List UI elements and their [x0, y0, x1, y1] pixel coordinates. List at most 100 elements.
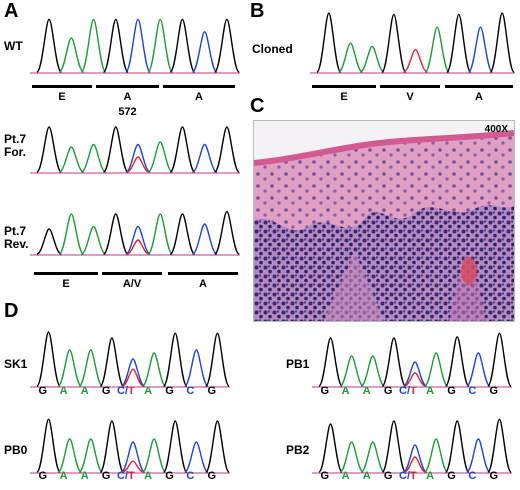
trace-peak-G [99, 337, 125, 387]
trace-peak-T-minor [404, 372, 426, 387]
base-call: A [426, 470, 435, 482]
pb2-label: PB2 [286, 443, 310, 457]
base-call: A [426, 385, 435, 397]
base-call-part: C/ [117, 470, 128, 482]
trace-peak-C [121, 358, 145, 387]
trace-peak-G [318, 337, 343, 387]
codon-label-a-bottom-1: E [62, 278, 70, 290]
trace-peak-T-minor [122, 368, 144, 387]
trace-peak-G [213, 126, 240, 173]
trace-peak-T-minor [126, 239, 150, 255]
codon-bar-b-1 [312, 85, 376, 88]
codon-bar-b-3 [445, 85, 513, 88]
panel-label-a: A [4, 0, 19, 22]
trace-peak-G [444, 420, 470, 473]
pt7-rev-label-1: Pt.7 [4, 224, 27, 238]
trace-peak-C [184, 349, 209, 387]
trace-peak-A [424, 26, 450, 73]
trace-peak-T [403, 48, 428, 73]
base-call-part: C/ [399, 470, 410, 482]
trace-peak-G [36, 18, 63, 73]
trace-peak-G [318, 423, 343, 473]
trace-peak-G [99, 420, 125, 473]
trace-peak-A [58, 213, 85, 255]
pt7-for-label-2: For. [4, 145, 27, 159]
trace-peak-A [339, 355, 364, 387]
codon-bar-a-bottom-2 [102, 272, 162, 275]
trace-peak-G [205, 420, 230, 473]
trace-peak-A [80, 18, 107, 73]
base-call: G [447, 385, 456, 397]
base-call: G [207, 385, 216, 397]
base-call-part: C/ [399, 385, 410, 397]
panel-label-d: D [4, 300, 19, 322]
trace-peak-G [36, 126, 63, 173]
trace-peak-C [125, 18, 151, 73]
trace-peak-A [57, 349, 82, 387]
base-call: G [38, 470, 48, 482]
base-call: A [80, 470, 89, 482]
trace-peak-T-minor [404, 456, 426, 473]
trace-peak-G [381, 337, 407, 387]
codon-label-a-bottom-3: A [199, 278, 207, 290]
base-call: G [489, 385, 498, 397]
base-call: A [80, 385, 89, 397]
codon-bar-a-top-1 [32, 85, 92, 88]
base-call: C/T [399, 470, 417, 482]
trace-peak-G [169, 18, 196, 73]
base-call: G [165, 470, 174, 482]
chromatogram-pb0 [30, 418, 230, 474]
trace-peak-G [102, 126, 129, 173]
trace-peak-A [338, 42, 363, 73]
trace-peak-C [125, 225, 151, 255]
position-label-572: 572 [118, 106, 137, 118]
base-call: G [447, 470, 456, 482]
base-call: A [341, 385, 350, 397]
base-call: C/T [399, 385, 417, 397]
trace-peak-A [359, 45, 385, 73]
chromatogram-sk1 [30, 331, 230, 388]
base-call: A [59, 470, 68, 482]
base-call-part: T [410, 470, 417, 482]
base-call: A [362, 470, 371, 482]
trace-peak-A [78, 438, 104, 473]
base-call: G [320, 385, 330, 397]
pb1-label: PB1 [286, 357, 310, 371]
trace-peak-A [147, 141, 173, 173]
trace-peak-A [80, 143, 107, 173]
trace-peak-G [381, 13, 407, 73]
panel-label-c: C [250, 95, 265, 117]
trace-peak-G [446, 13, 472, 73]
codon-label-a-top-1: E [58, 91, 66, 103]
trace-peak-C [192, 223, 218, 255]
codon-label-a-top-3: A [195, 91, 203, 103]
base-call: G [207, 470, 216, 482]
base-call: A [144, 470, 153, 482]
base-call-part: T [128, 385, 135, 397]
trace-peak-A [360, 441, 385, 473]
base-call: A [59, 385, 68, 397]
trace-peak-G [316, 12, 342, 73]
base-call: C [468, 470, 477, 482]
trace-peak-C [184, 441, 209, 473]
magnification-label: 400X [484, 124, 508, 135]
codon-bar-a-top-3 [163, 85, 235, 88]
trace-peak-C [403, 444, 427, 473]
trace-peak-T-minor [126, 156, 150, 173]
panel-label-b: B [250, 0, 265, 22]
trace-peak-G [36, 418, 61, 473]
trace-peak-A [58, 146, 84, 173]
base-call: G [320, 470, 330, 482]
trace-peak-A [58, 37, 84, 73]
base-call: C [186, 470, 195, 482]
trace-peak-C [121, 441, 145, 473]
trace-peak-A [78, 349, 104, 387]
trace-peak-G [487, 418, 512, 473]
trace-peak-G [169, 126, 196, 173]
base-call: G [383, 470, 393, 482]
codon-bar-a-bottom-3 [168, 272, 238, 275]
base-call: C [468, 385, 477, 397]
trace-peak-G [205, 332, 230, 387]
trace-peak-A [360, 355, 385, 387]
base-call: C/T [117, 470, 135, 482]
